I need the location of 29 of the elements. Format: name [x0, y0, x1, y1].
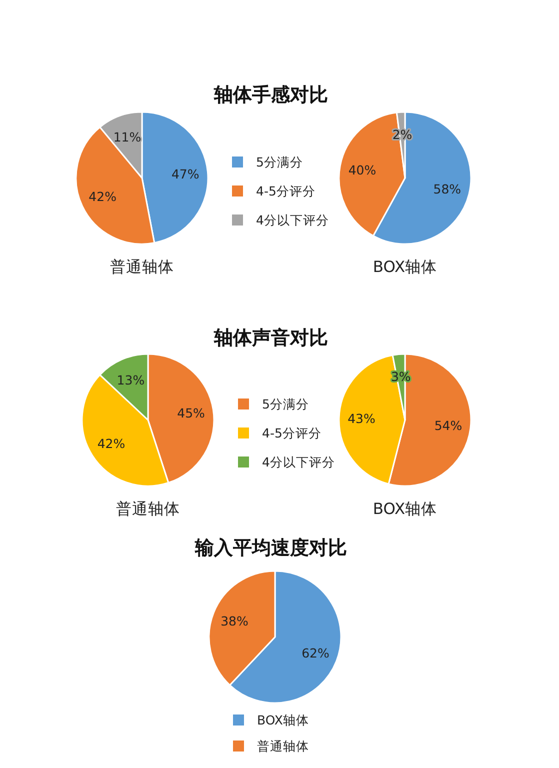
legend-label: 5分满分: [256, 154, 303, 170]
data-label: 47%: [171, 166, 200, 182]
data-label: 62%: [302, 646, 330, 661]
slice-label: BOX轴体: [372, 500, 438, 518]
data-label: 45%: [177, 406, 206, 421]
legend-label: 4分以下评分: [262, 454, 335, 470]
chart-title: 输入平均速度对比: [194, 537, 347, 559]
slice-label: 普通轴体: [110, 258, 174, 276]
legend-label: 4-5分评分: [256, 184, 316, 198]
data-label: 11%: [113, 130, 142, 145]
data-label: 42%: [97, 436, 126, 451]
data-label: 43%: [348, 411, 376, 426]
legend-label: BOX轴体: [257, 712, 309, 728]
data-label: 2%: [392, 127, 412, 142]
data-label: 3%: [390, 369, 411, 384]
legend-label: 普通轴体: [257, 738, 309, 754]
data-label: 58%: [433, 181, 462, 196]
data-label: 42%: [88, 189, 117, 204]
data-label: 40%: [348, 162, 376, 178]
legend-label: 4-5分评分: [262, 426, 322, 440]
legend-label: 5分满分: [262, 396, 309, 412]
data-label: 54%: [434, 418, 462, 433]
slice-label: BOX轴体: [372, 258, 438, 276]
data-label: 38%: [220, 613, 249, 628]
slice-label: 普通轴体: [116, 500, 180, 518]
chart-title: 轴体手感对比: [213, 84, 328, 106]
chart-title: 轴体声音对比: [213, 327, 328, 349]
legend-label: 4分以下评分: [256, 212, 329, 228]
data-label: 13%: [116, 372, 145, 388]
